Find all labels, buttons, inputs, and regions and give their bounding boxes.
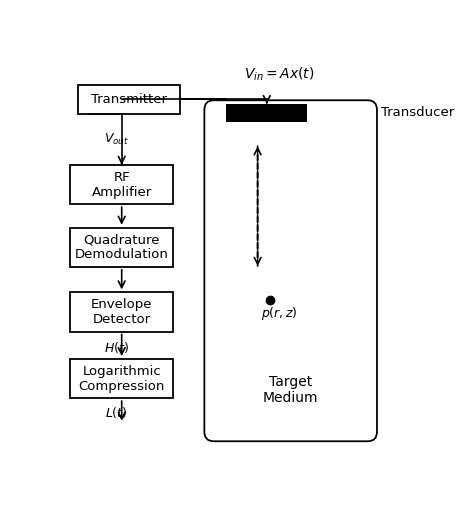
FancyBboxPatch shape [70,165,173,204]
Text: Logarithmic
Compression: Logarithmic Compression [79,364,165,392]
FancyBboxPatch shape [70,292,173,331]
Text: $V_{out}$: $V_{out}$ [104,132,129,147]
FancyBboxPatch shape [204,100,377,441]
FancyBboxPatch shape [227,104,307,122]
Text: $p(r,z)$: $p(r,z)$ [261,305,298,322]
Text: Transmitter: Transmitter [91,93,167,106]
Text: $V_{in} = Ax(t)$: $V_{in} = Ax(t)$ [245,66,315,83]
Text: Envelope
Detector: Envelope Detector [91,298,153,326]
Text: $H(t)$: $H(t)$ [104,341,128,355]
Text: Transducer: Transducer [381,105,454,119]
Text: $L(t)$: $L(t)$ [105,405,128,420]
FancyBboxPatch shape [70,228,173,267]
FancyBboxPatch shape [78,84,181,114]
Text: Quadrature
Demodulation: Quadrature Demodulation [75,233,169,261]
FancyBboxPatch shape [70,359,173,398]
Text: RF
Amplifier: RF Amplifier [91,171,152,199]
Text: Target
Medium: Target Medium [263,375,319,405]
